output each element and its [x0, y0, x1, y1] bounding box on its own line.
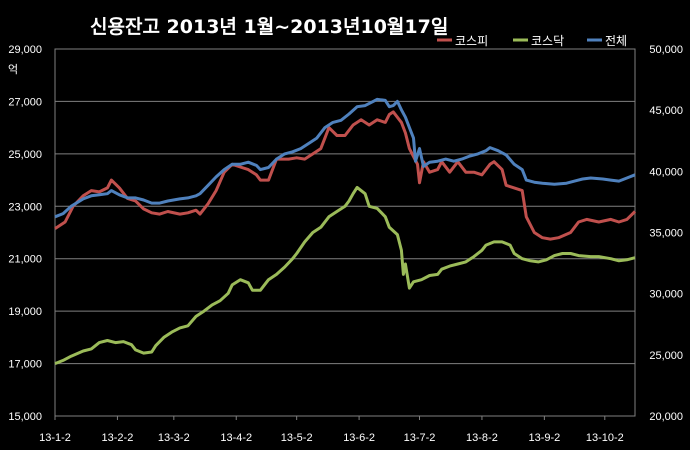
x-tick-label: 13-6-2 — [343, 432, 375, 444]
left-tick-label: 15,000 — [8, 411, 42, 423]
x-tick-label: 13-7-2 — [404, 432, 436, 444]
left-tick-label: 23,000 — [8, 201, 42, 213]
legend-item-total: 전체 — [587, 34, 627, 48]
left-tick-label: 27,000 — [8, 96, 42, 108]
right-tick-label: 25,000 — [649, 350, 683, 362]
left-axis-unit: 억 — [8, 63, 18, 76]
x-tick-label: 13-3-2 — [158, 432, 190, 444]
right-tick-label: 20,000 — [649, 411, 683, 423]
legend-label-kosdaq: 코스닥 — [531, 34, 564, 48]
legend-label-kospi: 코스피 — [455, 34, 488, 48]
left-tick-label: 21,000 — [8, 254, 42, 266]
x-tick-label: 13-8-2 — [466, 432, 498, 444]
x-tick-label: 13-10-2 — [586, 432, 624, 444]
x-tick-label: 13-1-2 — [39, 432, 71, 444]
left-tick-label: 29,000 — [8, 44, 42, 56]
left-tick-label: 19,000 — [8, 306, 42, 318]
right-tick-label: 50,000 — [649, 44, 683, 56]
right-tick-label: 35,000 — [649, 228, 683, 240]
x-tick-label: 13-2-2 — [102, 432, 134, 444]
right-tick-label: 45,000 — [649, 105, 683, 117]
chart-title: 신용잔고 2013년 1월~2013년10월17일 — [90, 16, 448, 38]
x-tick-label: 13-9-2 — [528, 432, 560, 444]
legend-item-kospi: 코스피 — [437, 34, 488, 48]
x-tick-label: 13-5-2 — [281, 432, 313, 444]
right-tick-label: 40,000 — [649, 166, 683, 178]
kosdaq-line — [54, 185, 636, 365]
right-tick-label: 30,000 — [649, 289, 683, 301]
plot-frame — [54, 48, 636, 417]
left-tick-label: 17,000 — [8, 359, 42, 371]
total-line — [54, 97, 636, 219]
plot-area: 15,000 17,000 19,000 21,000 23,000 25,000 27,0… — [8, 44, 683, 444]
legend: 코스피 코스닥 전체 — [437, 34, 627, 48]
kospi-line — [54, 110, 637, 241]
left-tick-label: 25,000 — [8, 149, 42, 161]
legend-label-total: 전체 — [605, 34, 627, 48]
x-tick-label: 13-4-2 — [220, 432, 252, 444]
legend-item-kosdaq: 코스닥 — [513, 34, 564, 48]
